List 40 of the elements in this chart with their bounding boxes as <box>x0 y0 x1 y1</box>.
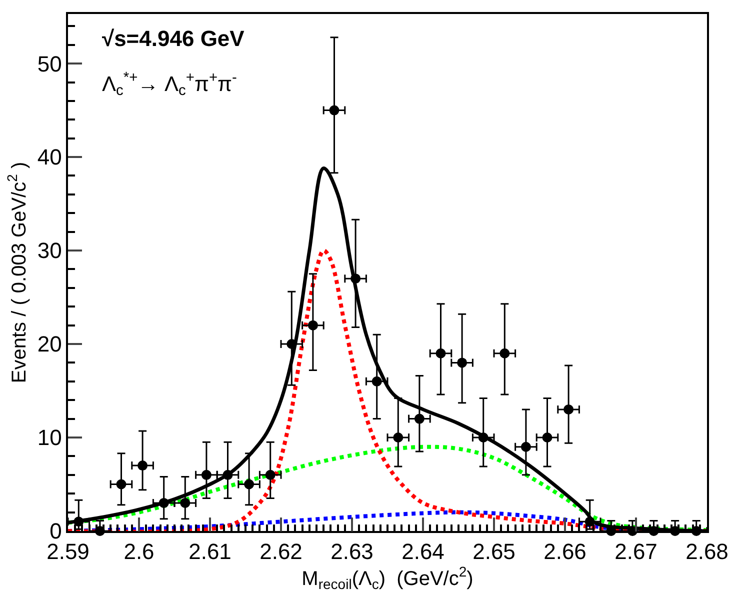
x-axis-title: M$_{recoil}$(Λ$_{c}$) (GeV/c$^{2}$) <box>302 563 474 592</box>
point <box>329 105 340 116</box>
point <box>393 432 404 443</box>
x-tick-label: 2.63 <box>330 539 374 564</box>
point <box>542 432 552 443</box>
point <box>158 498 169 508</box>
y-tick-label: 20 <box>37 332 62 357</box>
point <box>478 432 488 443</box>
y-tick-label: 40 <box>37 144 62 170</box>
y-tick-label: 50 <box>37 51 62 76</box>
x-tick-label: 2.62 <box>260 539 302 564</box>
point <box>138 460 148 471</box>
point <box>265 470 276 480</box>
point <box>436 348 446 358</box>
x-tick-label: 2.65 <box>472 539 516 564</box>
y-tick-label: 30 <box>37 238 62 264</box>
point <box>180 498 190 508</box>
point <box>201 470 212 480</box>
point <box>74 516 84 527</box>
point <box>308 320 318 330</box>
annotation: √s=4.946 GeV <box>102 26 245 51</box>
y-tick-label: 10 <box>37 425 62 450</box>
text: Λ$_{c}$$^{*+}$→ Λ$_{c}$$^{+}$π$^{+}$π$^{-}$ <box>102 70 237 100</box>
point <box>372 376 382 386</box>
x-tick-label: 2.67 <box>614 539 658 564</box>
point <box>584 516 595 527</box>
point <box>350 274 361 284</box>
x-tick-label: 2.68 <box>686 539 728 564</box>
point <box>222 470 233 480</box>
point <box>500 348 510 358</box>
x-tick-label: 2.61 <box>188 539 232 564</box>
point <box>414 414 424 424</box>
point <box>457 358 468 368</box>
point <box>244 479 254 490</box>
point <box>116 479 126 490</box>
x-tick-label: 2.6 <box>124 539 154 564</box>
x-tick-label: 2.64 <box>402 539 444 564</box>
point <box>564 404 574 414</box>
point <box>520 442 531 452</box>
x-tick-label: 2.66 <box>544 539 586 564</box>
